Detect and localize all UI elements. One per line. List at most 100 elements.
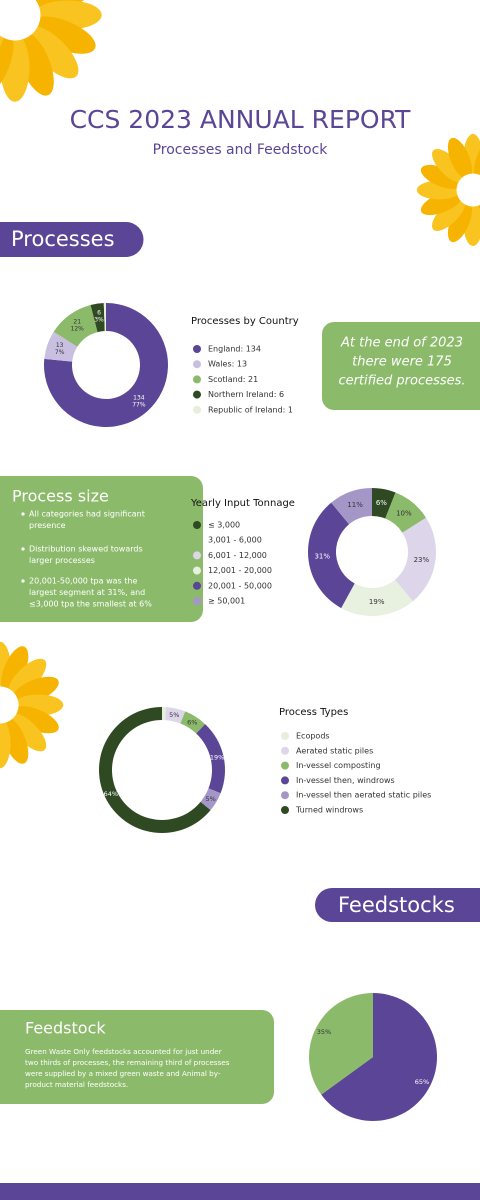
donut-slice: [90, 303, 105, 333]
legend-label: Wales: 13: [208, 360, 247, 369]
section-title: Feedstocks: [338, 893, 455, 917]
legend-label: 12,001 - 20,000: [208, 566, 272, 575]
petal: [420, 164, 463, 190]
petal: [431, 148, 466, 183]
title: CCS 2023 ANNUAL REPORT: [70, 105, 412, 134]
petal: [31, 16, 96, 54]
donut-slice: [44, 331, 78, 362]
callout-text: certified processes.: [338, 374, 465, 389]
section-title: Processes: [11, 227, 115, 251]
donut-slice: [308, 502, 355, 609]
data-label: 134: [133, 394, 145, 401]
data-label: 31%: [314, 553, 330, 561]
bullet-dot: [21, 512, 25, 516]
legend-label: Turned windrows: [295, 806, 363, 815]
data-label: 64%: [104, 790, 118, 798]
donut-slice: [103, 303, 106, 332]
data-label: 3%: [94, 317, 104, 324]
bullet-text: All categories had significant: [29, 510, 145, 519]
legend-label: 20,001 - 50,000: [208, 581, 272, 590]
data-label: 6%: [376, 499, 387, 507]
bullet-text: larger processes: [29, 556, 95, 565]
chart-title: Process Types: [279, 707, 348, 718]
card-title: Feedstock: [25, 1019, 106, 1038]
legend-swatch: [193, 390, 201, 399]
legend-swatch: [193, 360, 201, 369]
legend-label: In-vessel then, windrows: [296, 776, 395, 785]
data-label: 5%: [169, 711, 179, 719]
petal: [8, 713, 47, 752]
legend-swatch: [193, 566, 201, 575]
legend-label: Ecopods: [296, 732, 330, 741]
data-label: 6: [97, 310, 101, 317]
donut-slice: [341, 579, 413, 616]
donut-slice: [385, 492, 427, 533]
data-label: 7%: [55, 349, 65, 356]
chart-title: Processes by Country: [191, 316, 299, 327]
data-label: 6%: [187, 718, 197, 726]
data-label: 10%: [396, 509, 412, 517]
legend-swatch: [193, 597, 201, 605]
legend-swatch: [281, 732, 289, 740]
data-label: 21: [73, 318, 81, 325]
data-label: 35%: [317, 1028, 331, 1036]
data-label: 77%: [132, 401, 146, 408]
legend-swatch: [193, 551, 201, 560]
pie-slice: [308, 993, 373, 1095]
petal: [12, 706, 59, 734]
legend-label: ≥ 50,001: [208, 597, 245, 606]
petal: [447, 200, 473, 243]
flower-center: [456, 173, 480, 207]
data-label: 19%: [369, 598, 385, 606]
chart-title: Yearly Input Tonnage: [190, 498, 295, 509]
legend-label: ≤ 3,000: [208, 521, 240, 530]
bullet-dot: [21, 547, 25, 551]
legend-label: 6,001 - 12,000: [208, 551, 267, 560]
legend-swatch: [193, 581, 201, 590]
petal: [0, 718, 11, 769]
section-banner: [315, 888, 480, 922]
feedstock-text: product material feedstocks.: [25, 1080, 128, 1089]
donut-slice: [200, 788, 221, 811]
donut-slice: [53, 304, 98, 347]
legend-swatch: [193, 405, 201, 414]
donut-slice: [165, 707, 186, 724]
feedstock-text: Green Waste Only feedstocks accounted fo…: [25, 1047, 230, 1089]
legend-swatch: [281, 746, 289, 755]
subtitle: Processes and Feedstock: [153, 142, 329, 158]
callout-box: [322, 322, 480, 410]
donut-slice: [98, 707, 211, 833]
bullet-text: ≤3,000 tpa the smallest at 6%: [29, 600, 152, 609]
section-banner: [0, 222, 144, 257]
bullet-dot: [21, 579, 25, 583]
bullet-text: largest segment at 31%, and: [29, 588, 145, 597]
callout-text: At the end of 2023: [340, 336, 463, 351]
legend-label: In-vessel composting: [296, 761, 381, 770]
donut-slice: [44, 303, 168, 427]
legend-label: Aerated static piles: [296, 746, 373, 755]
footer-bar: [0, 1183, 480, 1200]
callout-text: there were 175: [352, 355, 452, 370]
legend-label: In-vessel then aerated static piles: [296, 791, 431, 800]
petal: [1, 646, 29, 693]
flower-center: [0, 686, 19, 724]
feedstock-text: two thirds of processes, the remaining t…: [25, 1058, 230, 1067]
pie-slice: [321, 993, 437, 1121]
card-title: Process size: [12, 487, 109, 506]
data-label: 13: [56, 342, 64, 349]
donut-slice: [372, 488, 396, 519]
petal: [447, 137, 473, 180]
bullet-text: Distribution skewed towards: [29, 545, 143, 554]
petal: [8, 658, 47, 697]
donut-slice: [180, 711, 206, 734]
legend-swatch: [281, 776, 289, 785]
decorations: [0, 0, 480, 769]
donut-slice: [394, 517, 437, 602]
legend-swatch: [193, 375, 201, 384]
bullets: All categories had significant presence Di…: [21, 510, 152, 609]
legend-swatch: [193, 345, 201, 353]
legend-swatch: [281, 761, 289, 770]
